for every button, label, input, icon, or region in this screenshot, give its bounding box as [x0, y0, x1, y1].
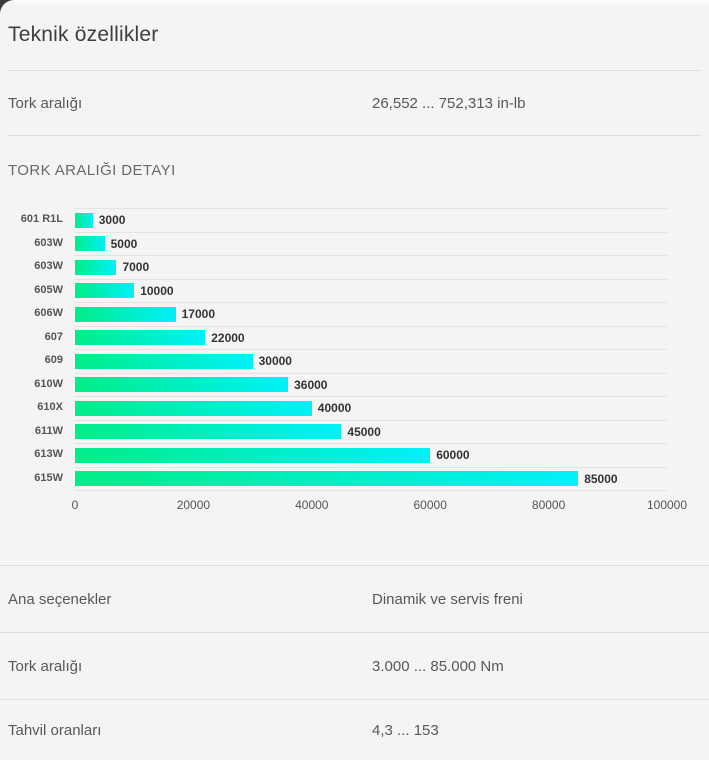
- category-label: 603W: [34, 236, 63, 249]
- x-axis-tick-label: 40000: [295, 498, 329, 512]
- bar: [75, 212, 93, 228]
- plot-cell: 3000: [75, 208, 667, 232]
- bar: [75, 236, 105, 252]
- spacer: [0, 518, 709, 565]
- plot-cell: 5000: [75, 231, 667, 256]
- bar-value-label: 10000: [140, 283, 174, 298]
- x-axis: 0 20000 40000 60000 80000 100000: [71, 491, 687, 518]
- bar: [75, 471, 579, 487]
- spec-label: Tork aralığı: [8, 94, 83, 112]
- spec-label: Tork aralığı: [8, 657, 83, 675]
- spec-label: Tahvil oranları: [8, 721, 102, 739]
- plot-cell: 22000: [75, 325, 667, 350]
- bar: [75, 447, 431, 463]
- spec-value: 3.000 ... 85.000 Nm: [372, 657, 504, 675]
- bar: [75, 353, 253, 369]
- bar-value-label: 5000: [110, 236, 138, 251]
- chart-row: 603W 5000: [0, 231, 709, 256]
- x-axis-tick-label: 80000: [531, 498, 566, 512]
- bar: [75, 283, 135, 299]
- plot-cell: 60000: [75, 443, 667, 467]
- chart-row: 611W 45000: [0, 419, 709, 444]
- chart-row: 613W 60000: [0, 443, 709, 467]
- x-axis-tick-label: 0: [71, 498, 79, 512]
- category-label: 607: [44, 330, 63, 343]
- category-label: 615W: [34, 471, 63, 484]
- page-title: Teknik özellikler: [8, 23, 159, 46]
- chart-row: 609 30000: [0, 349, 709, 373]
- spec-value: 4,3 ... 153: [372, 721, 439, 739]
- chart-row: 607 22000: [0, 325, 709, 350]
- spec-value: 26,552 ... 752,313 in-lb: [372, 94, 526, 112]
- category-label: 606W: [34, 307, 63, 319]
- section-block: TORK ARALIĞI DETAYI: [0, 136, 709, 208]
- category-label: 609: [44, 354, 63, 366]
- chart-row: 610X 40000: [0, 396, 709, 420]
- bar-value-label: 45000: [347, 424, 381, 439]
- x-axis-tick-label: 60000: [413, 498, 447, 512]
- bar: [75, 306, 176, 322]
- category-label: 610X: [37, 401, 63, 413]
- chart-row: 606W 17000: [0, 302, 709, 326]
- spec-row-torque-range-inlb: Tork aralığı 26,552 ... 752,313 in-lb: [0, 71, 709, 135]
- bar: [75, 330, 206, 346]
- category-label: 610W: [34, 377, 63, 390]
- bar: [75, 259, 117, 275]
- chart-row: 615W 85000: [0, 466, 709, 491]
- spec-row-torque-range-nm: Tork aralığı 3.000 ... 85.000 Nm: [0, 632, 709, 699]
- bar-value-label: 17000: [181, 307, 215, 322]
- chart-baseline: [75, 490, 667, 491]
- spec-value: Dinamik ve servis freni: [372, 590, 523, 608]
- plot-cell: 85000: [75, 466, 667, 491]
- bar-value-label: 40000: [317, 401, 352, 416]
- category-label: 603W: [34, 260, 63, 272]
- chart-rows: 601 R1L 3000 603W 5000 603W 7000 605W 10000 606W…: [0, 208, 709, 490]
- bar-value-label: 7000: [122, 260, 150, 275]
- plot-cell: 45000: [75, 419, 667, 444]
- plot-cell: 40000: [75, 396, 667, 420]
- spec-label: Ana seçenekler: [8, 590, 112, 608]
- x-axis-tick-label: 100000: [646, 498, 688, 512]
- category-label: 613W: [34, 448, 63, 460]
- divider: [8, 70, 701, 71]
- chart-row: 601 R1L 3000: [0, 208, 709, 232]
- category-label: 611W: [34, 424, 63, 437]
- bar: [75, 424, 342, 440]
- category-label: 605W: [34, 283, 63, 296]
- torque-range-bar-chart: 601 R1L 3000 603W 5000 603W 7000 605W 10000 606W…: [0, 208, 709, 518]
- chart-row: 610W 36000: [0, 372, 709, 397]
- bar: [75, 377, 289, 393]
- bar-value-label: 22000: [211, 330, 245, 345]
- bar-value-label: 30000: [258, 354, 292, 369]
- spec-row-ratios: Tahvil oranları 4,3 ... 153: [0, 699, 709, 760]
- plot-cell: 7000: [75, 255, 667, 279]
- plot-cell: 30000: [75, 349, 667, 373]
- bar-value-label: 36000: [294, 377, 328, 392]
- spec-row-main-options: Ana seçenekler Dinamik ve servis freni: [0, 565, 709, 632]
- bar: [75, 400, 312, 416]
- plot-cell: 17000: [75, 302, 667, 326]
- category-label: 601 R1L: [20, 213, 63, 225]
- chart-row: 603W 7000: [0, 255, 709, 279]
- chart-row: 605W 10000: [0, 278, 709, 303]
- bar-value-label: 85000: [584, 471, 618, 486]
- header-block: Teknik özellikler: [0, 0, 709, 70]
- bar-value-label: 60000: [436, 448, 470, 463]
- plot-cell: 36000: [75, 372, 667, 397]
- section-header: TORK ARALIĞI DETAYI: [8, 162, 176, 179]
- x-axis-tick-label: 20000: [176, 498, 211, 512]
- plot-cell: 10000: [75, 278, 667, 303]
- bar-value-label: 3000: [98, 213, 126, 228]
- divider: [8, 135, 701, 136]
